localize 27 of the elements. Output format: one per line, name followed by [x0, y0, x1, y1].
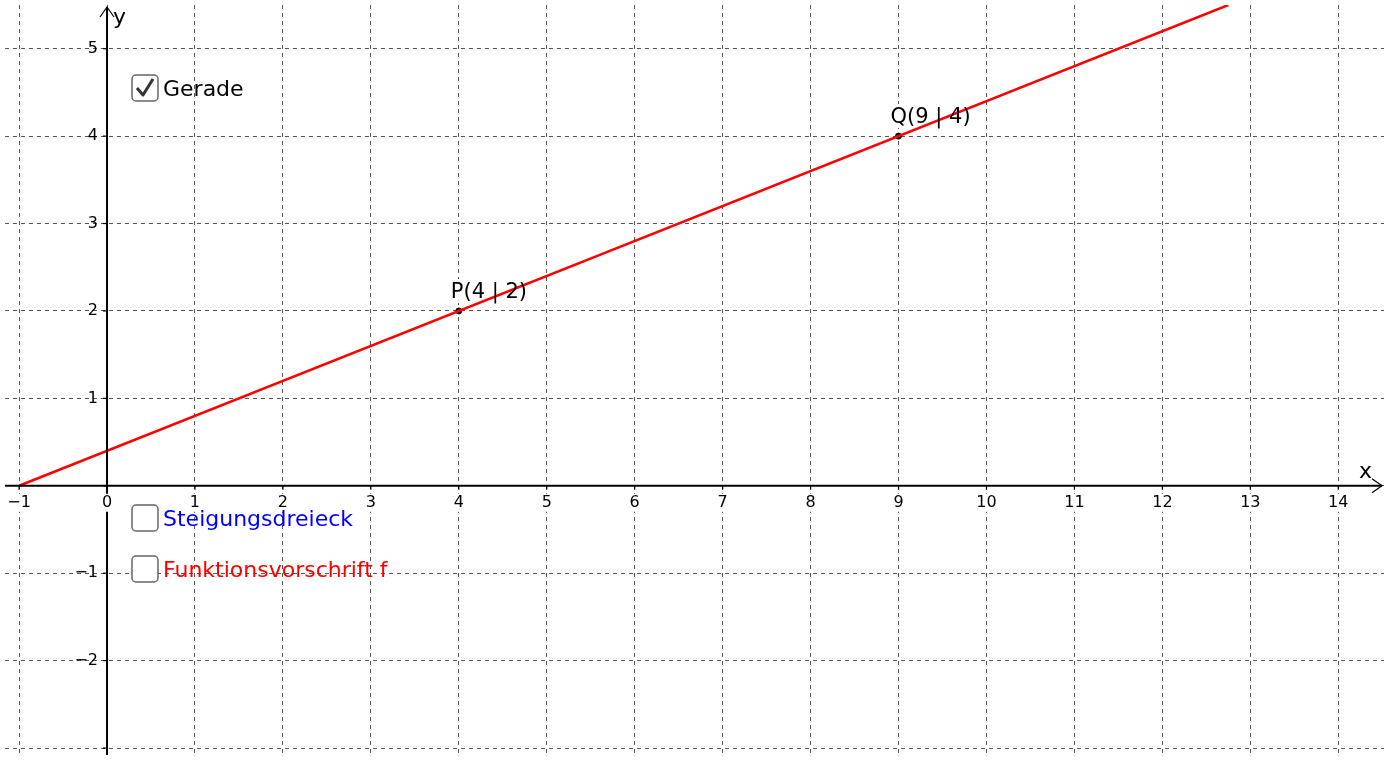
y-tick-label: −1	[74, 562, 99, 582]
annotation: Funktionsvorschrift f	[163, 556, 388, 582]
x-tick-label: 4	[453, 491, 464, 511]
x-tick-label: 10	[976, 491, 997, 511]
y-tick-label: 5	[87, 37, 99, 57]
x-tick-label: 5	[541, 491, 552, 511]
x-tick-label: 13	[1240, 491, 1261, 511]
x-tick-label: 6	[629, 491, 640, 511]
annotation: Gerade	[163, 75, 244, 101]
y-tick-label: 4	[87, 125, 99, 145]
x-tick-label: 11	[1064, 491, 1085, 511]
x-tick-label: 3	[365, 491, 376, 511]
x-tick-label: 12	[1152, 491, 1173, 511]
x-tick-label: −1	[7, 491, 31, 511]
y-tick-label: 3	[87, 212, 99, 232]
x-tick-label: 0	[101, 491, 113, 511]
y-tick-label: 2	[87, 300, 99, 320]
x-tick-label: 9	[893, 491, 904, 511]
y-axis-title: y	[113, 3, 127, 29]
x-tick-label: 1	[189, 491, 201, 511]
x-axis-title: x	[1358, 458, 1372, 484]
y-tick-label: 1	[87, 387, 99, 407]
x-tick-label: 2	[277, 491, 288, 511]
y-tick-label: −2	[74, 649, 99, 669]
x-tick-label: 14	[1328, 491, 1349, 511]
x-tick-label: 8	[805, 491, 816, 511]
x-tick-label: 7	[717, 491, 728, 511]
